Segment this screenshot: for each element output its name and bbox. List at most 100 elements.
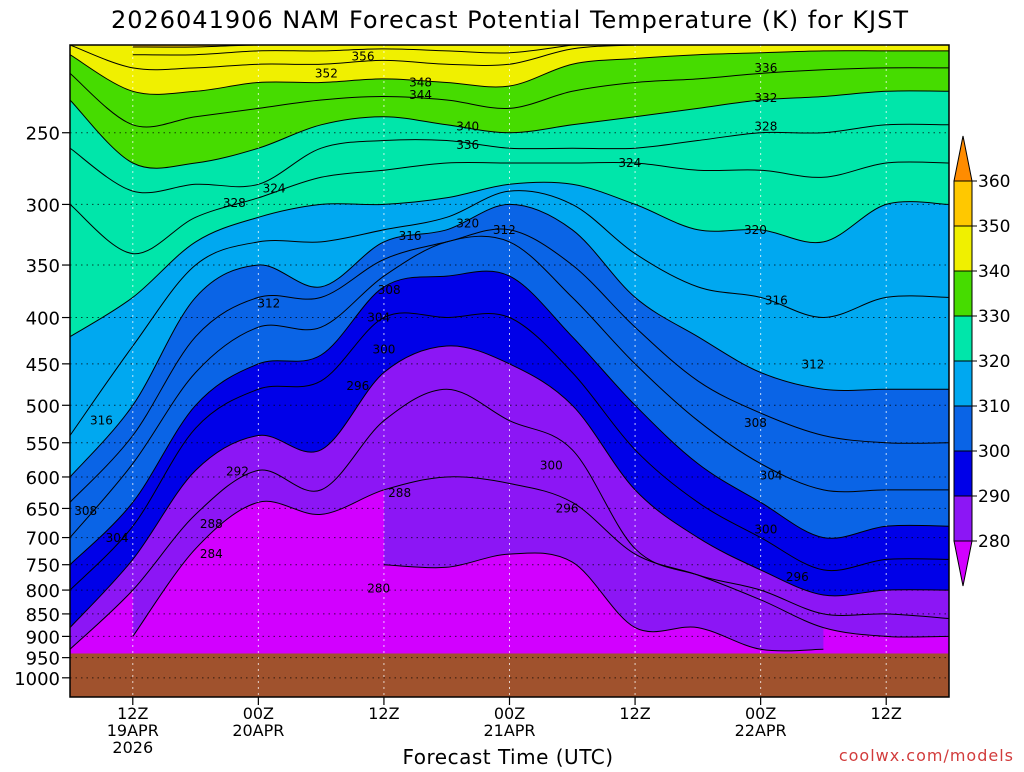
- contour-label: 284: [200, 547, 223, 561]
- contour-label: 312: [802, 358, 825, 372]
- y-tick-label: 300: [26, 195, 60, 216]
- contour-label: 288: [200, 517, 223, 531]
- colorbar-swatch-290: [953, 450, 973, 497]
- contour-label: 296: [346, 379, 369, 393]
- x-tick-label: 00Z: [243, 704, 274, 723]
- x-tick-label: 22APR: [735, 721, 787, 740]
- y-tick-label: 600: [26, 468, 60, 489]
- colorbar-swatch-340: [953, 225, 973, 272]
- isentrope-348: [132, 45, 573, 56]
- x-tick-label: 20APR: [232, 721, 284, 740]
- isentrope-292: [70, 345, 949, 628]
- contour-label: 304: [367, 311, 390, 325]
- contour-label: 344: [409, 88, 432, 102]
- y-tick-label: 250: [26, 124, 60, 145]
- isentrope-lines: [70, 45, 949, 652]
- colorbar-swatch-320: [953, 315, 973, 362]
- contour-label: 348: [409, 75, 432, 89]
- x-tick-label: 12Z: [871, 704, 902, 723]
- y-tick-label: 850: [26, 605, 60, 626]
- filled-contours: [70, 45, 949, 697]
- isentrope-316: [70, 190, 949, 436]
- colorbar-label: 350: [978, 217, 1010, 237]
- contour-label: 356: [352, 50, 375, 64]
- contour-label: 340: [456, 119, 479, 133]
- y-tick-label: 350: [26, 256, 60, 277]
- y-tick-label: 1000: [14, 669, 60, 690]
- x-tick-label: 2026: [112, 738, 153, 757]
- isentrope-336: [70, 67, 949, 128]
- colorbar-label: 290: [978, 487, 1010, 507]
- contour-label: 316: [90, 414, 113, 428]
- x-tick-label: 21APR: [483, 721, 535, 740]
- isentrope-340: [70, 50, 949, 95]
- colorbar-swatch-350: [953, 180, 973, 227]
- x-tick-label: 00Z: [745, 704, 776, 723]
- isentrope-300: [70, 270, 949, 566]
- y-tick-label: 750: [26, 556, 60, 577]
- colorbar-swatch-300: [953, 405, 973, 452]
- colorbar-label: 320: [978, 352, 1010, 372]
- colorbar-label: 300: [978, 442, 1010, 462]
- contour-label: 308: [378, 283, 401, 297]
- contour-label: 316: [765, 293, 788, 307]
- colorbar-label: 280: [978, 532, 1010, 552]
- watermark: coolwx.com/models: [839, 746, 1014, 765]
- colorbar-label: 360: [978, 172, 1010, 192]
- isentrope-304: [70, 235, 949, 538]
- contour-label: 280: [367, 582, 390, 596]
- contour-label: 304: [106, 531, 129, 545]
- contour-label: 328: [754, 119, 777, 133]
- y-tick-label: 450: [26, 355, 60, 376]
- y-tick-label: 500: [26, 396, 60, 417]
- y-tick-label: 400: [26, 309, 60, 330]
- contour-label: 300: [754, 523, 777, 537]
- contour-label: 324: [618, 156, 641, 170]
- colorbar-swatch-330: [953, 270, 973, 317]
- contour-label: 296: [786, 570, 809, 584]
- x-tick-label: 00Z: [494, 704, 525, 723]
- contour-label: 316: [399, 229, 422, 243]
- y-tick-label: 700: [26, 529, 60, 550]
- x-axis-label: Forecast Time (UTC): [402, 745, 613, 768]
- x-tick-label: 12Z: [368, 704, 399, 723]
- isentrope-344: [70, 45, 949, 71]
- colorbar-label: 330: [978, 307, 1010, 327]
- contour-label: 336: [456, 138, 479, 152]
- isentrope-320: [70, 181, 949, 338]
- y-tick-label: 550: [26, 434, 60, 455]
- contour-label: 308: [74, 504, 97, 518]
- y-tick-label: 950: [26, 649, 60, 670]
- isentrope-328: [70, 123, 949, 194]
- colorbar-swatch-280: [953, 495, 973, 542]
- contour-label: 304: [760, 469, 783, 483]
- contour-label: 332: [754, 91, 777, 105]
- x-tick-label: 19APR: [107, 721, 159, 740]
- contour-label: 328: [223, 196, 246, 210]
- isentrope-288: [70, 388, 949, 650]
- colorbar-swatch-270: [953, 540, 973, 587]
- isentrope-296: [70, 312, 949, 591]
- y-tick-label: 650: [26, 499, 60, 520]
- contour-label: 336: [754, 61, 777, 75]
- contour-label: 312: [493, 223, 516, 237]
- colorbar-label: 310: [978, 397, 1010, 417]
- contour-label: 352: [315, 66, 338, 80]
- contour-label: 296: [556, 501, 579, 515]
- chart-title: 2026041906 NAM Forecast Potential Temper…: [111, 6, 909, 34]
- isentrope-324: [70, 161, 949, 255]
- contour-label: 320: [456, 217, 479, 231]
- contour-label: 288: [388, 486, 411, 500]
- x-tick-label: 12Z: [619, 704, 650, 723]
- isentrope-352: [132, 45, 510, 48]
- colorbar-label: 340: [978, 262, 1010, 282]
- isentrope-312: [70, 203, 949, 478]
- contour-label: 300: [372, 343, 395, 357]
- fill-band-348: [132, 45, 573, 56]
- isentrope-308: [70, 228, 949, 503]
- contour-label: 300: [540, 459, 563, 473]
- isentrope-280: [383, 552, 824, 652]
